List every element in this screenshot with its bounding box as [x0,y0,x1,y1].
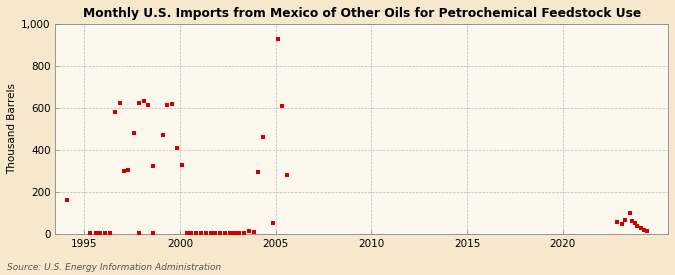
Point [84,231,95,235]
Point [234,231,244,235]
Point [171,146,182,150]
Point [612,220,623,225]
Point [95,231,106,235]
Point [632,223,643,228]
Point [636,226,647,230]
Point [119,169,130,173]
Point [272,36,283,41]
Point [90,231,101,235]
Point [176,163,187,167]
Point [267,221,278,226]
Point [626,219,637,224]
Point [629,221,640,226]
Point [100,231,111,235]
Point [224,231,235,235]
Point [109,110,120,114]
Point [248,230,259,235]
Point [205,231,216,235]
Point [617,222,628,227]
Point [620,218,630,222]
Point [281,173,292,177]
Point [232,231,243,235]
Point [639,227,649,232]
Point [61,198,72,202]
Point [253,170,264,174]
Point [258,135,269,139]
Point [143,103,154,107]
Point [148,231,159,235]
Point [138,98,149,103]
Text: Source: U.S. Energy Information Administration: Source: U.S. Energy Information Administ… [7,263,221,272]
Point [157,133,168,138]
Point [200,231,211,235]
Title: Monthly U.S. Imports from Mexico of Other Oils for Petrochemical Feedstock Use: Monthly U.S. Imports from Mexico of Othe… [82,7,641,20]
Point [134,231,144,235]
Point [239,231,250,235]
Point [162,103,173,107]
Point [277,104,288,108]
Y-axis label: Thousand Barrels: Thousand Barrels [7,83,17,174]
Point [215,231,225,235]
Point [229,231,240,235]
Point [191,231,202,235]
Point [148,163,159,168]
Point [196,231,207,235]
Point [181,231,192,235]
Point [105,231,115,235]
Point [624,211,635,215]
Point [186,231,197,235]
Point [167,101,178,106]
Point [244,229,254,234]
Point [128,131,139,135]
Point [210,231,221,235]
Point [123,168,134,172]
Point [114,100,125,105]
Point [642,229,653,234]
Point [219,231,230,235]
Point [134,100,144,105]
